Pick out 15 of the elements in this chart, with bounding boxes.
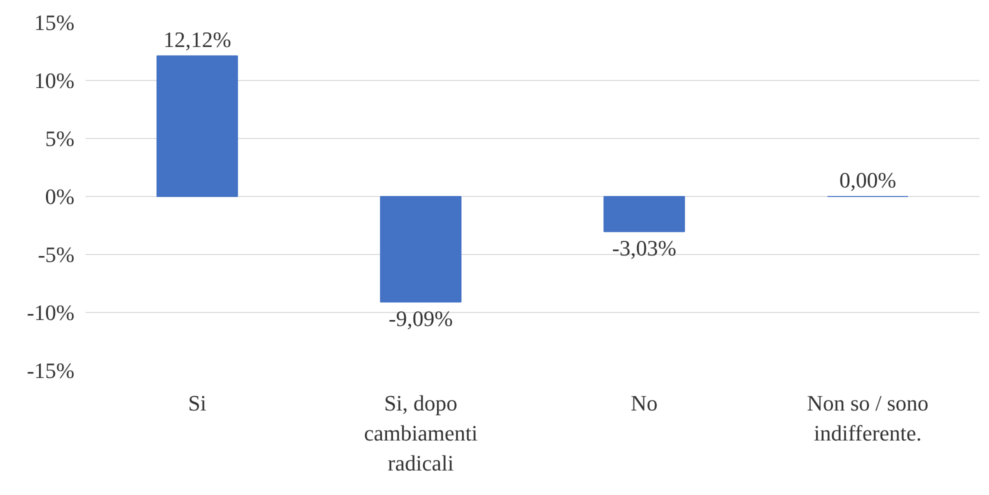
- x-tick-label: Non so / sono indifferente.: [806, 390, 929, 446]
- y-tick-label: -15%: [26, 358, 75, 383]
- y-tick-label: 5%: [45, 126, 74, 151]
- y-tick-label: -10%: [26, 300, 75, 325]
- y-tick-label: 0%: [45, 184, 74, 209]
- y-tick-label: 15%: [34, 10, 74, 35]
- x-tick-label: Si: [188, 390, 206, 416]
- x-tick-label: No: [630, 390, 658, 416]
- data-label: -3,03%: [612, 236, 676, 261]
- data-label: -9,09%: [388, 306, 453, 331]
- y-tick-label: -5%: [38, 242, 75, 267]
- x-tick-label: Si, dopo cambiamenti radicali: [364, 390, 478, 476]
- data-label: 12,12%: [163, 26, 232, 52]
- data-label: 0,00%: [839, 168, 896, 192]
- y-tick-label: 10%: [34, 68, 74, 93]
